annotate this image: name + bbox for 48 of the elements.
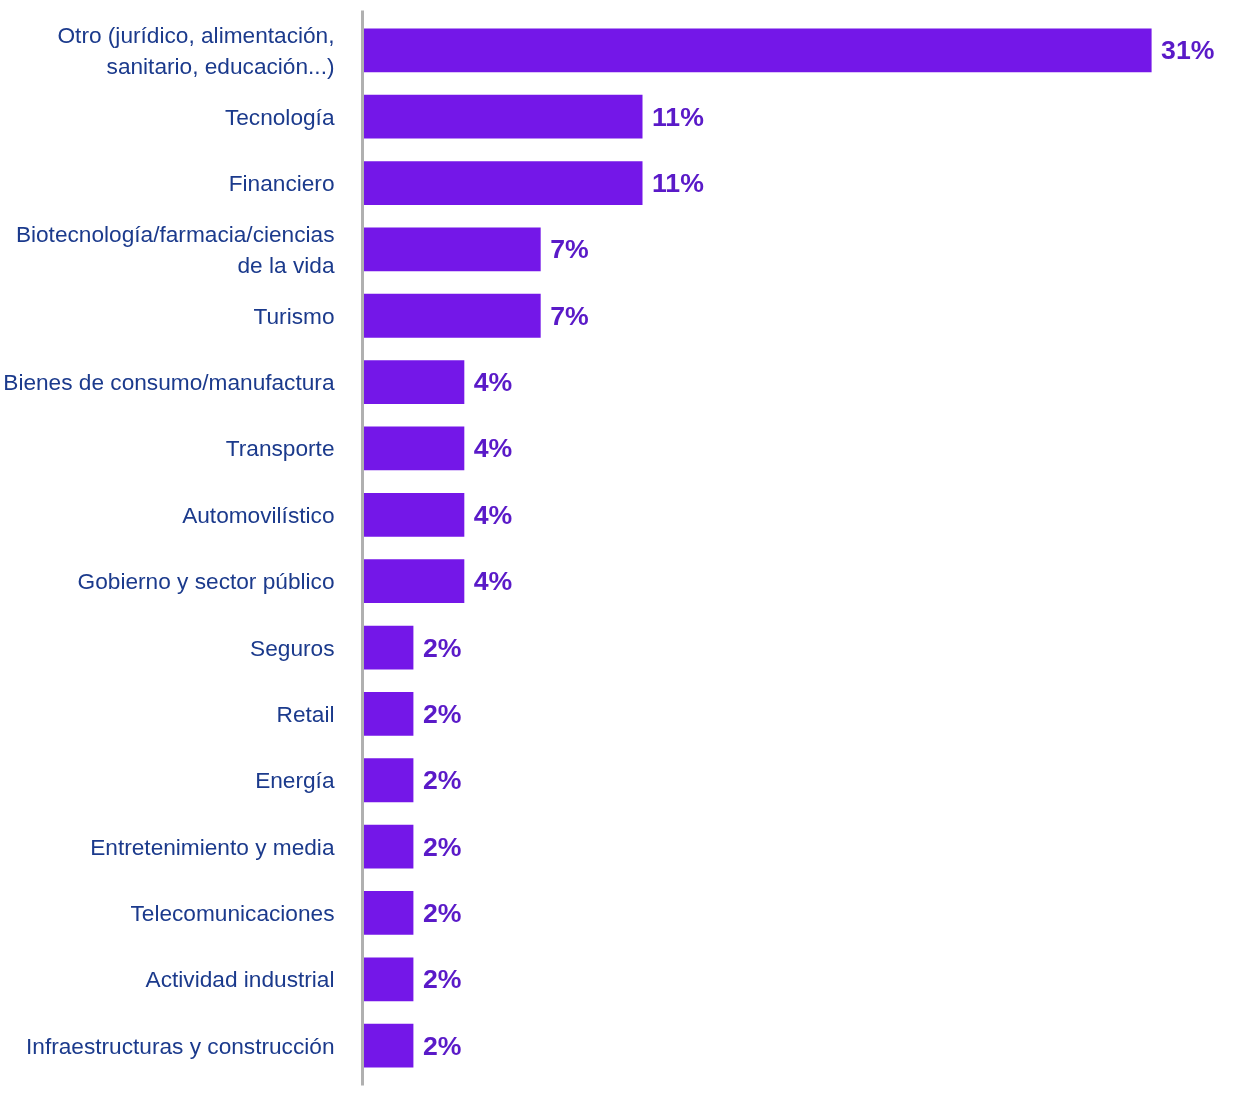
y-tick-label: Telecomunicaciones [130, 899, 335, 926]
data-label: 4% [473, 367, 513, 398]
bar [362, 293, 541, 338]
bar [362, 94, 643, 139]
bar [362, 625, 414, 670]
y-tick-label: Seguros [250, 634, 335, 661]
y-tick-label: Otro (jurídico, alimentación, sanitario, educación...) [57, 21, 335, 79]
bar [362, 957, 414, 1002]
y-tick-label: Actividad industrial [145, 966, 335, 993]
bar [362, 28, 1152, 73]
y-tick-label: Biotecnología/farmacia/ciencias de la vida [15, 220, 335, 278]
bar [362, 492, 465, 537]
bar [362, 227, 541, 272]
bar [362, 161, 643, 205]
y-tick-label: Turismo [253, 302, 335, 329]
y-tick-label: Energía [255, 767, 335, 794]
data-label: 4% [473, 566, 513, 597]
bar [362, 758, 414, 803]
y-tick-label: Entretenimiento y media [90, 833, 335, 860]
data-label: 4% [473, 499, 513, 530]
bar [362, 1023, 414, 1068]
y-tick-label: Tecnología [224, 103, 335, 130]
bar [362, 692, 414, 736]
y-tick-label: Bienes de consumo/manufactura [3, 369, 335, 396]
y-tick-label: Financiero [228, 170, 335, 197]
data-label: 2% [422, 897, 462, 928]
bar [362, 426, 465, 471]
y-tick-label: Automovilístico [182, 501, 335, 528]
data-label: 11% [651, 168, 704, 199]
bar [362, 559, 465, 604]
data-label: 7% [550, 234, 589, 265]
bar [362, 824, 414, 869]
data-label: 11% [651, 101, 704, 132]
data-label: 4% [473, 433, 513, 464]
data-label: 2% [422, 964, 462, 995]
y-tick-label: Infraestructuras y construcción [26, 1032, 335, 1059]
y-tick-label: Gobierno y sector público [77, 568, 335, 595]
data-label: 7% [550, 300, 589, 331]
y-tick-label: Transporte [225, 435, 335, 462]
y-tick-label: Retail [276, 700, 335, 727]
data-label: 2% [422, 698, 462, 729]
bar [362, 891, 414, 935]
bar [362, 360, 465, 404]
data-label: 31% [1161, 35, 1215, 66]
data-label: 2% [422, 765, 462, 796]
data-label: 2% [422, 831, 462, 862]
data-label: 2% [422, 1030, 462, 1061]
data-label: 2% [422, 632, 462, 663]
